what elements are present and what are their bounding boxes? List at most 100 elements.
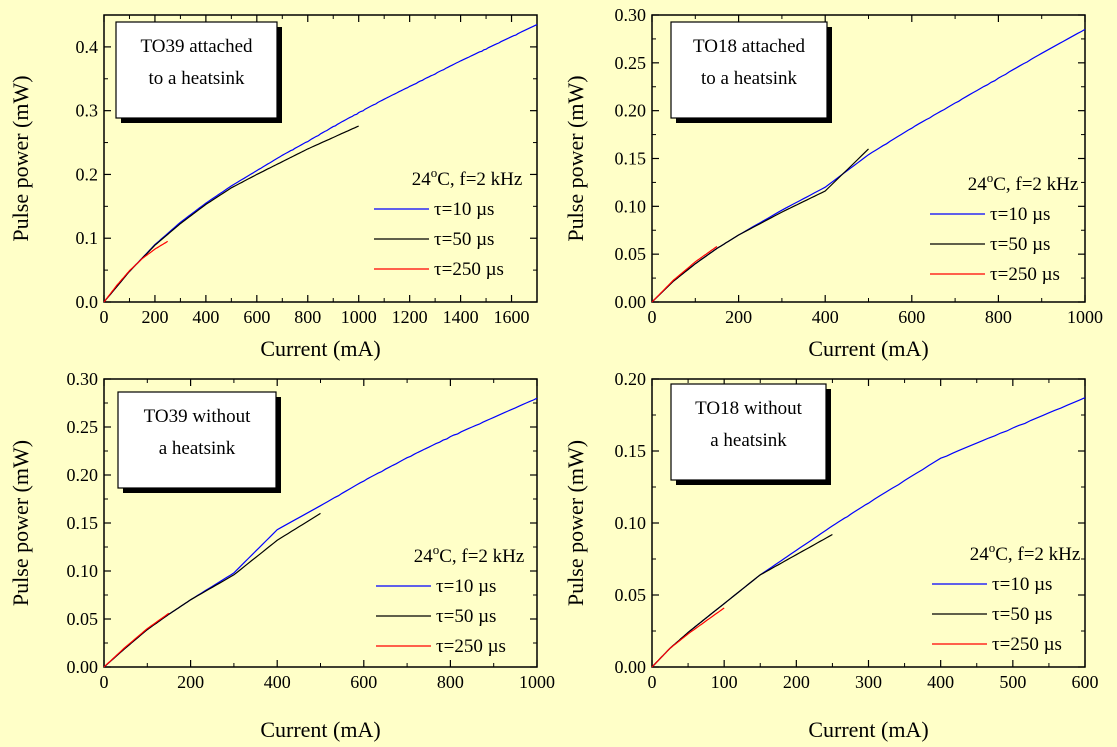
y-tick-label: 0.2	[76, 164, 99, 184]
annotation-text: TO39 attached	[140, 36, 253, 57]
annotation-text: TO18 attached	[693, 36, 806, 57]
panel-1: 0 200 400 600 800 1000 1200 1400 1600 0.0 0.1 0.2 0.…	[8, 14, 538, 361]
series-line-3	[651, 246, 718, 303]
legend-label-1: τ=10 µs	[434, 199, 494, 220]
x-tick-label: 400	[812, 307, 839, 327]
annotation-box	[115, 21, 278, 119]
series-line-2	[651, 148, 869, 303]
annotation-box	[670, 21, 828, 119]
x-tick-label: 0	[648, 672, 657, 692]
x-tick-label: 400	[264, 672, 291, 692]
legend-label-2: τ=50 µs	[992, 604, 1052, 625]
panel-2: 0 200 400 600 800 1000 0.00 0.05 0.10 0.15 0.20 0.2…	[563, 5, 1103, 361]
y-tick-label: 0.25	[67, 417, 99, 437]
y-tick-label: 0.3	[76, 101, 99, 121]
x-tick-label: 1400	[443, 307, 479, 327]
x-tick-label: 500	[999, 672, 1026, 692]
y-tick-label: 0.4	[76, 37, 99, 57]
y-tick-label: 0.25	[615, 53, 647, 73]
annotation-text: to a heatsink	[701, 68, 798, 89]
x-tick-label: 600	[1072, 672, 1099, 692]
x-tick-label: 600	[350, 672, 377, 692]
legend-conditions: 24oC, f=2 kHz	[412, 165, 523, 190]
legend-conditions: 24oC, f=2 kHz	[968, 170, 1079, 195]
y-tick-label: 0.0	[76, 292, 99, 312]
y-tick-label: 0.20	[615, 101, 647, 121]
y-tick-label: 0.15	[67, 513, 99, 533]
x-axis-label: Current (mA)	[808, 336, 928, 361]
x-tick-label: 100	[711, 672, 738, 692]
annotation-text: a heatsink	[159, 438, 236, 459]
plot-frame	[103, 14, 538, 303]
legend-label-1: τ=10 µs	[990, 204, 1050, 225]
y-tick-label: 0.15	[615, 149, 647, 169]
y-tick-label: 0.10	[67, 561, 99, 581]
y-tick-label: 0.00	[67, 657, 99, 677]
x-tick-label: 0	[100, 672, 109, 692]
annotation-text: a heatsink	[710, 430, 787, 451]
series-line-3	[103, 240, 168, 303]
y-tick-label: 0.05	[615, 244, 647, 264]
x-axis-label: Current (mA)	[260, 336, 380, 361]
series-line-2	[103, 512, 321, 668]
legend-label-3: τ=250 µs	[434, 259, 504, 280]
x-tick-label: 200	[725, 307, 752, 327]
x-tick-label: 1000	[1067, 307, 1103, 327]
legend-label-3: τ=250 µs	[992, 634, 1062, 655]
y-tick-label: 0.10	[615, 196, 647, 216]
y-tick-label: 0.15	[615, 441, 647, 461]
y-axis-label: Pulse power (mW)	[8, 75, 33, 241]
x-tick-label: 1200	[392, 307, 428, 327]
annotation-text: to a heatsink	[148, 68, 245, 89]
panel-4: 0 100 200 300 400 500 600 0.00 0.05 0.10 0.15 0.20 C…	[563, 369, 1099, 742]
x-tick-label: 1000	[341, 307, 377, 327]
y-tick-label: 0.00	[615, 657, 647, 677]
y-tick-label: 0.30	[615, 5, 647, 25]
x-tick-label: 200	[141, 307, 168, 327]
legend-label-1: τ=10 µs	[992, 574, 1052, 595]
x-tick-label: 800	[294, 307, 321, 327]
legend-label-2: τ=50 µs	[434, 229, 494, 250]
legend-label-3: τ=250 µs	[990, 264, 1060, 285]
annotation-box	[670, 383, 827, 481]
x-tick-label: 300	[855, 672, 882, 692]
legend-conditions: 24oC, f=2 kHz	[414, 542, 525, 567]
annotation-text: TO39 without	[144, 406, 252, 427]
annotation-box	[117, 391, 277, 489]
legend-label-1: τ=10 µs	[436, 576, 496, 597]
y-axis-label: Pulse power (mW)	[563, 440, 588, 606]
y-tick-label: 0.30	[67, 369, 99, 389]
x-tick-label: 600	[243, 307, 270, 327]
y-tick-label: 0.1	[76, 228, 99, 248]
series-line-3	[103, 612, 170, 668]
x-tick-label: 1600	[494, 307, 530, 327]
x-tick-label: 0	[100, 307, 109, 327]
legend-conditions: 24oC, f=2 kHz	[970, 540, 1081, 565]
series-line-3	[651, 607, 725, 668]
y-tick-label: 0.20	[615, 369, 647, 389]
y-tick-label: 0.05	[615, 585, 647, 605]
legend-label-2: τ=50 µs	[990, 234, 1050, 255]
legend-label-2: τ=50 µs	[436, 606, 496, 627]
x-tick-label: 1000	[519, 672, 555, 692]
x-tick-label: 800	[985, 307, 1012, 327]
x-tick-label: 0	[648, 307, 657, 327]
legend-label-3: τ=250 µs	[436, 636, 506, 657]
y-tick-label: 0.20	[67, 465, 99, 485]
x-tick-label: 400	[192, 307, 219, 327]
x-tick-label: 800	[437, 672, 464, 692]
panel-3: 0 200 400 600 800 1000 0.00 0.05 0.10 0.15 0.20 0.2…	[8, 369, 555, 742]
y-axis-label: Pulse power (mW)	[8, 440, 33, 606]
annotation-text: TO18 without	[695, 398, 803, 419]
series-line-2	[103, 125, 359, 303]
y-tick-label: 0.10	[615, 513, 647, 533]
y-tick-label: 0.00	[615, 292, 647, 312]
y-tick-label: 0.05	[67, 609, 99, 629]
x-axis-label: Current (mA)	[260, 717, 380, 742]
x-tick-label: 400	[927, 672, 954, 692]
series-line-1	[103, 24, 538, 303]
x-tick-label: 600	[898, 307, 925, 327]
x-tick-label: 200	[177, 672, 204, 692]
